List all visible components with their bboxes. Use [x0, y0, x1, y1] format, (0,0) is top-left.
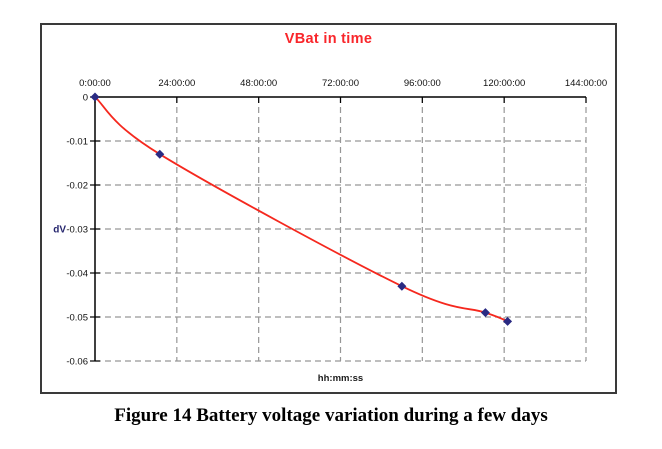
x-tick-label: 96:00:00: [404, 78, 441, 89]
data-point-marker: [503, 316, 513, 326]
data-point-marker: [397, 281, 407, 291]
x-tick-label: 72:00:00: [322, 78, 359, 89]
y-tick-label: -0.06: [66, 357, 88, 368]
x-axis-title: hh:mm:ss: [318, 373, 363, 384]
x-tick-label: 0:00:00: [79, 78, 111, 89]
data-point-marker: [480, 308, 490, 318]
y-tick-label: -0.04: [66, 269, 88, 280]
x-tick-label: 120:00:00: [483, 78, 525, 89]
data-point-marker: [155, 149, 165, 159]
chart-title: VBat in time: [284, 31, 373, 47]
figure-caption: Figure 14 Battery voltage variation duri…: [114, 405, 548, 426]
x-tick-label: 144:00:00: [565, 78, 607, 89]
y-tick-label: 0: [83, 93, 88, 104]
y-axis-title: dV: [53, 225, 66, 236]
chart-figure-frame: [40, 23, 617, 394]
x-tick-label: 24:00:00: [158, 78, 195, 89]
data-point-marker: [90, 92, 100, 102]
y-tick-label: -0.02: [66, 181, 88, 192]
series-line: [94, 96, 509, 323]
y-tick-label: -0.03: [66, 225, 88, 236]
y-tick-label: -0.05: [66, 313, 88, 324]
y-tick-label: -0.01: [66, 137, 88, 148]
x-tick-label: 48:00:00: [240, 78, 277, 89]
